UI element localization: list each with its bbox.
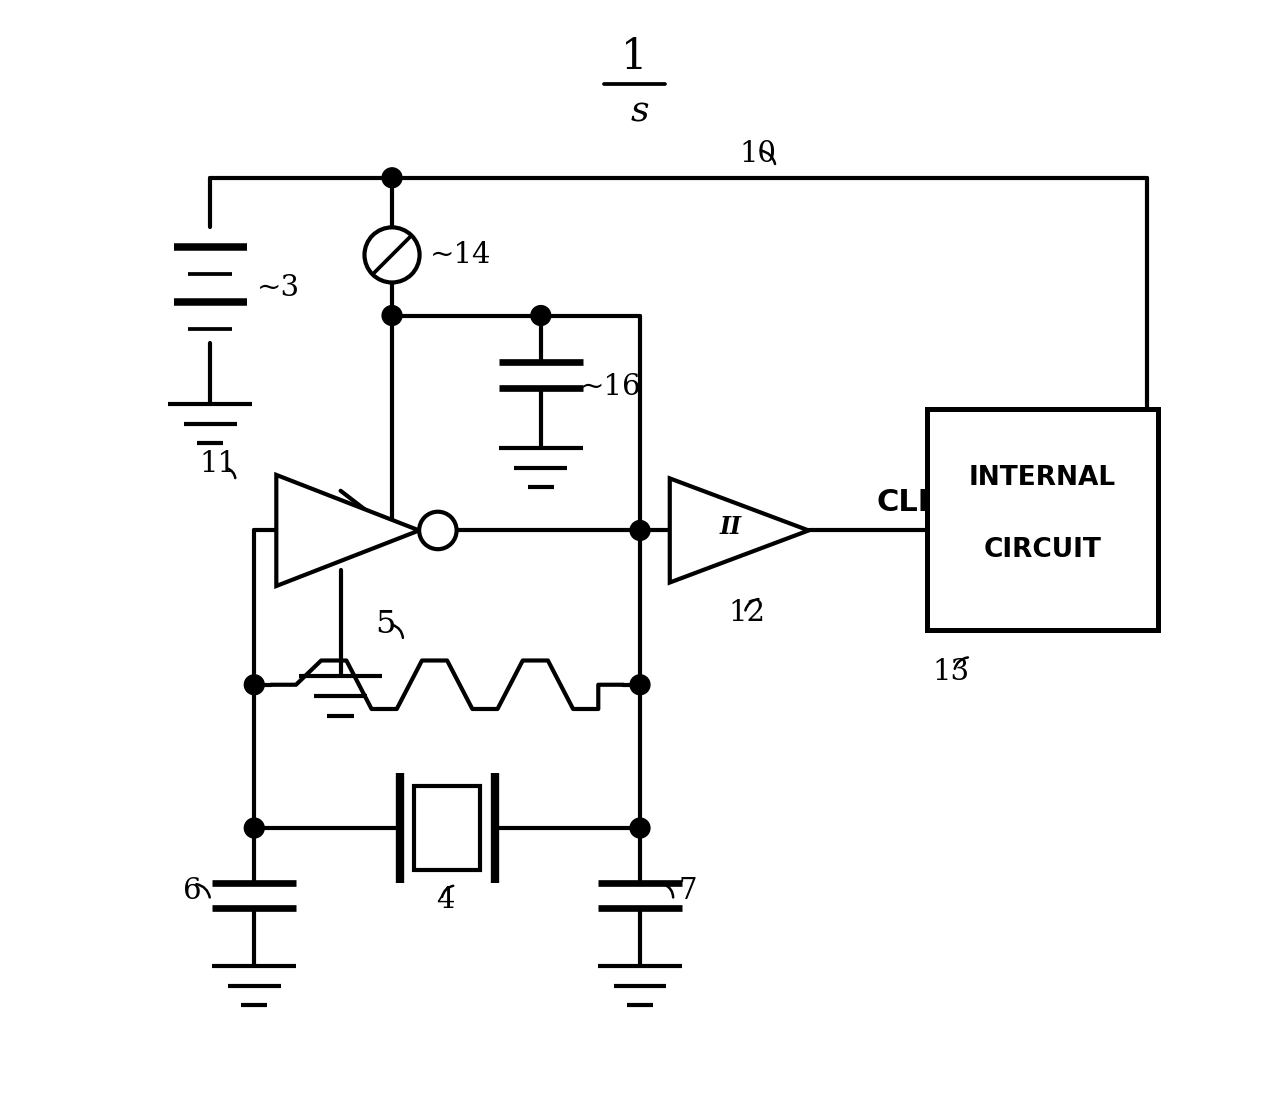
Polygon shape [670,479,808,583]
Text: INTERNAL: INTERNAL [968,464,1115,491]
Text: CIRCUIT: CIRCUIT [983,537,1101,564]
Circle shape [631,675,650,694]
Text: 12: 12 [728,599,765,627]
Text: 5: 5 [376,608,396,639]
Circle shape [382,167,402,187]
Text: 4: 4 [437,886,454,914]
Text: 7: 7 [679,877,697,905]
Circle shape [245,675,264,694]
Text: ~16: ~16 [580,373,641,401]
Circle shape [631,818,650,838]
Bar [414,786,480,869]
Text: ~14: ~14 [429,241,491,269]
Circle shape [245,818,264,838]
Polygon shape [277,475,419,586]
Circle shape [419,512,457,549]
Text: 13: 13 [931,657,970,685]
Circle shape [382,306,402,326]
Text: CLK: CLK [877,489,943,518]
Text: 1: 1 [622,36,647,77]
Text: 6: 6 [183,877,202,905]
Circle shape [631,520,650,540]
Circle shape [530,306,551,326]
Text: 10: 10 [740,140,777,167]
Bar [926,410,1159,629]
Text: s: s [631,95,650,128]
Circle shape [364,228,420,282]
Text: 11: 11 [199,451,236,479]
Text: II: II [720,516,741,539]
Text: ~3: ~3 [256,275,299,302]
